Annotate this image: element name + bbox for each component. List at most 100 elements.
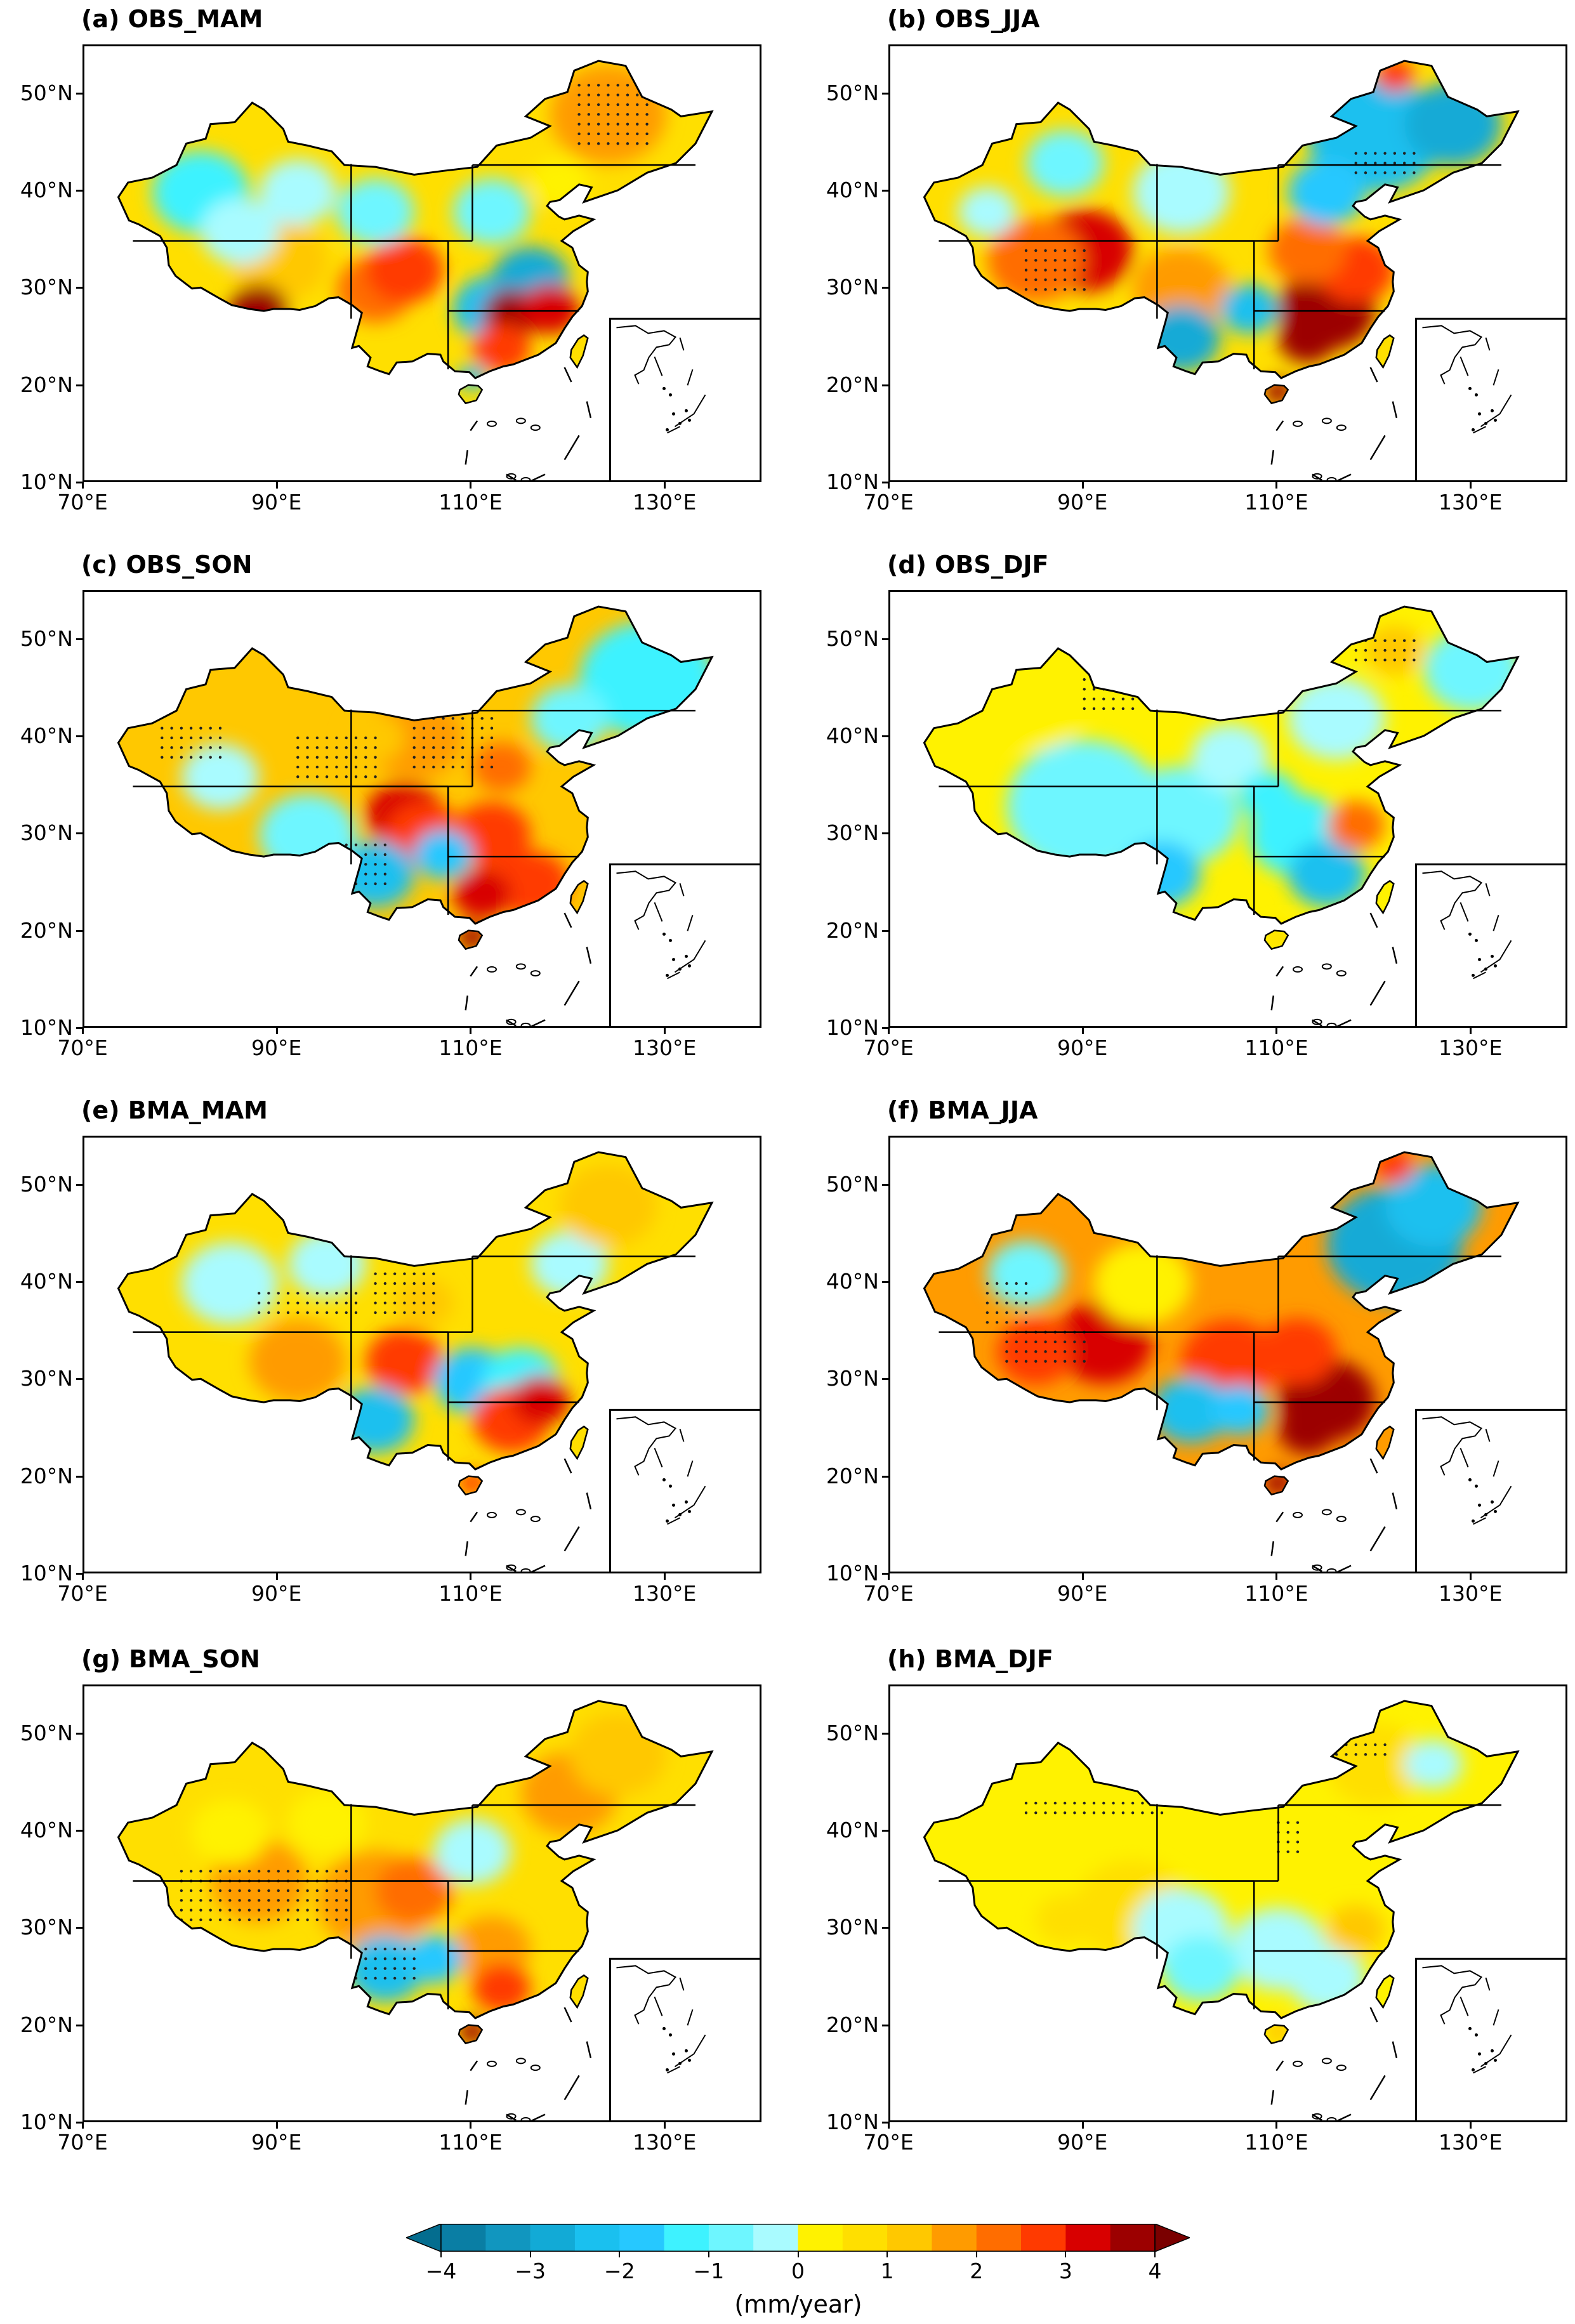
significance-dot — [1121, 678, 1125, 681]
significance-dot — [412, 1301, 416, 1304]
significance-dot — [364, 765, 367, 769]
lon-tick-label: 70°E — [863, 1581, 914, 1606]
significance-dot — [616, 113, 619, 116]
sea-island — [515, 963, 526, 970]
significance-dot — [1015, 1340, 1018, 1344]
significance-dot — [325, 765, 329, 769]
trend-patch — [1190, 724, 1269, 791]
china-border — [923, 1151, 1520, 1471]
significance-dot — [315, 756, 319, 759]
inset-island — [668, 2033, 672, 2037]
island-outline — [1375, 879, 1395, 915]
significance-dot — [645, 113, 649, 116]
trend-patch — [366, 237, 444, 303]
trend-patch — [530, 685, 609, 752]
significance-dot — [616, 103, 619, 107]
significance-dot — [354, 1292, 358, 1295]
significance-dot — [374, 1976, 377, 1980]
significance-dot — [577, 132, 581, 136]
trend-patch — [569, 1713, 667, 1796]
lat-tick-label: 10°N — [20, 2110, 73, 2134]
significance-dot — [1073, 268, 1076, 272]
lat-tick-label: 10°N — [20, 1561, 73, 1585]
lat-tick-label: 20°N — [826, 2012, 879, 2037]
lon-tick-mark — [1275, 2122, 1278, 2129]
south-china-sea-dash — [1392, 1492, 1398, 1510]
lat-tick-label: 10°N — [826, 469, 879, 494]
significance-dot — [364, 1957, 367, 1960]
island-outline — [1263, 1475, 1289, 1496]
lon-tick-mark — [664, 1573, 666, 1580]
lat-tick-mark — [882, 832, 888, 835]
significance-dot — [267, 1899, 270, 1902]
south-china-sea-dash — [465, 1541, 469, 1556]
sea-island — [1293, 966, 1303, 973]
significance-dot — [403, 1282, 406, 1285]
trend-patch — [987, 667, 1084, 751]
significance-dot — [1364, 1753, 1367, 1756]
lat-tick-mark — [76, 1027, 82, 1029]
lat-tick-label: 50°N — [20, 626, 73, 651]
inset-island — [671, 2052, 675, 2056]
inset-coastline — [616, 1965, 706, 2074]
lon-tick-mark — [275, 1573, 278, 1580]
lon-tick-mark — [470, 2122, 472, 2129]
significance-dot — [1112, 1801, 1115, 1805]
lon-tick-label: 70°E — [57, 490, 108, 515]
sea-island — [1321, 963, 1332, 970]
significance-dot — [412, 1947, 416, 1951]
significance-dot — [306, 775, 309, 778]
china-map — [117, 1151, 760, 1572]
significance-dot — [199, 1899, 202, 1902]
significance-dot — [286, 1301, 290, 1304]
significance-dot — [1296, 1821, 1300, 1824]
significance-dot — [315, 1311, 319, 1315]
south-china-sea-inset — [609, 317, 760, 480]
significance-dot — [364, 775, 367, 778]
significance-dot — [354, 843, 358, 846]
significance-dot — [189, 726, 193, 730]
significance-dot — [645, 103, 649, 107]
significance-dot — [228, 1889, 232, 1893]
significance-dot — [1063, 1801, 1067, 1805]
lat-tick-label: 20°N — [826, 372, 879, 397]
sea-island — [1326, 1022, 1337, 1026]
significance-dot — [1083, 678, 1086, 681]
significance-dot — [325, 775, 329, 778]
lat-tick-mark — [882, 287, 888, 289]
significance-dot — [422, 1292, 426, 1295]
trend-patch — [1239, 771, 1298, 822]
significance-dot — [995, 1292, 999, 1295]
significance-dot — [626, 142, 629, 145]
significance-dot — [277, 1870, 280, 1873]
inset-island — [678, 1513, 682, 1516]
significance-dot — [1024, 1360, 1028, 1363]
trend-patch — [1269, 217, 1347, 284]
south-china-sea-dash — [1312, 2113, 1322, 2120]
significance-dot — [296, 1918, 300, 1922]
significance-dot — [354, 765, 358, 769]
significance-dot — [374, 882, 377, 886]
significance-dot — [199, 1889, 202, 1893]
significance-dot — [170, 746, 173, 749]
lat-tick-mark — [882, 1475, 888, 1478]
china-map — [923, 60, 1565, 480]
lon-tick-label: 130°E — [1438, 1035, 1503, 1060]
colorbar-tick-mark — [529, 2252, 531, 2257]
significance-dot — [383, 1967, 387, 1970]
significance-dot — [422, 1311, 426, 1315]
significance-dot — [199, 746, 202, 749]
south-china-sea-dash — [465, 2090, 469, 2105]
trend-patch — [1152, 1377, 1230, 1443]
significance-dot — [1402, 659, 1406, 662]
lat-tick-label: 50°N — [826, 1720, 879, 1745]
significance-dot — [277, 1899, 280, 1902]
significance-dot — [1413, 639, 1416, 642]
trend-patch — [1263, 379, 1293, 404]
sea-island — [1312, 1018, 1322, 1025]
lat-tick-label: 40°N — [826, 723, 879, 748]
island-outline — [569, 879, 589, 915]
lat-tick-label: 10°N — [826, 1015, 879, 1040]
significance-dot — [228, 1918, 232, 1922]
significance-dot — [383, 1311, 387, 1315]
